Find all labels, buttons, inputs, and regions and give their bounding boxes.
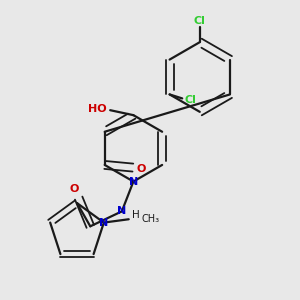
Text: N: N <box>117 206 126 216</box>
Text: Cl: Cl <box>194 16 206 26</box>
Text: CH₃: CH₃ <box>141 214 159 224</box>
Text: Cl: Cl <box>184 95 196 105</box>
Text: N: N <box>129 176 138 187</box>
Text: H: H <box>132 210 140 220</box>
Text: O: O <box>70 184 80 194</box>
Text: O: O <box>136 164 146 174</box>
Text: HO: HO <box>88 103 107 113</box>
Text: N: N <box>99 218 109 228</box>
